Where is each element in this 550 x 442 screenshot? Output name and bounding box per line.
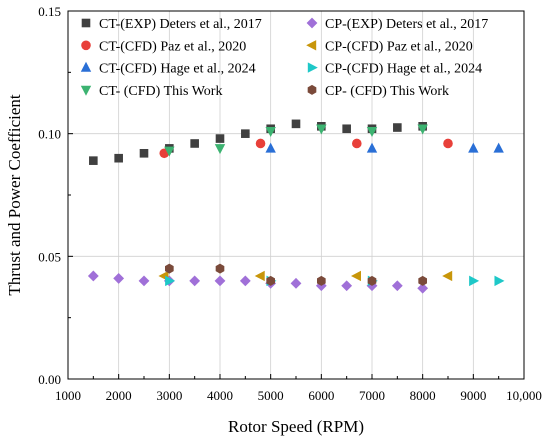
- legend-label: CT-(EXP) Deters et al., 2017: [99, 17, 262, 32]
- series-2: [159, 138, 453, 159]
- data-point: [493, 142, 504, 153]
- series-4: [164, 124, 428, 157]
- data-point: [114, 153, 123, 163]
- legend: CT-(EXP) Deters et al., 2017 CT-(CFD) Paz…: [80, 17, 488, 99]
- legend-marker: [306, 40, 317, 51]
- data-point: [367, 275, 377, 286]
- legend-label: CT-(CFD) Hage et al., 2024: [99, 62, 256, 77]
- x-tick-label: 4000: [207, 388, 233, 403]
- legend-item: CP- (CFD) This Work: [307, 84, 449, 99]
- legend-label: CP-(CFD) Hage et al., 2024: [325, 62, 482, 77]
- legend-item: CP-(EXP) Deters et al., 2017: [306, 17, 488, 32]
- x-tick-label: 10,000: [506, 388, 542, 403]
- x-tick-label: 5000: [258, 388, 284, 403]
- legend-marker: [307, 84, 317, 95]
- data-point: [342, 124, 351, 134]
- y-tick-label: 0.10: [38, 127, 61, 142]
- y-tick-label: 0.05: [38, 249, 61, 264]
- data-point: [352, 138, 362, 149]
- data-point: [418, 275, 427, 286]
- data-point: [215, 134, 225, 143]
- data-point: [393, 123, 402, 132]
- data-point: [317, 275, 326, 286]
- data-point: [254, 270, 265, 282]
- legend-item: CT- (CFD) This Work: [80, 84, 222, 99]
- data-point: [316, 124, 327, 135]
- y-axis-label: Thrust and Power Coefficient: [5, 94, 24, 296]
- data-point: [239, 275, 251, 287]
- data-point: [214, 144, 226, 155]
- x-tick-label: 6000: [308, 388, 334, 403]
- series-3: [265, 142, 504, 153]
- data-point: [89, 156, 98, 165]
- axis-ticks: [67, 10, 525, 380]
- data-point: [290, 277, 302, 289]
- x-tick-label: 7000: [359, 388, 385, 403]
- data-point: [366, 127, 378, 138]
- y-tick-label: 0.00: [38, 372, 61, 387]
- x-axis-label: Rotor Speed (RPM): [228, 417, 364, 436]
- legend-item: CT-(CFD) Hage et al., 2024: [80, 61, 256, 77]
- series-5: [87, 270, 429, 294]
- axis-tick-labels: 1000 2000 3000 4000 5000 6000 7000 8000 9000 10,0…: [38, 4, 542, 403]
- data-point: [442, 270, 453, 282]
- legend-label: CP-(CFD) Paz et al., 2020: [325, 39, 473, 54]
- legend-item: CT-(CFD) Paz et al., 2020: [81, 39, 246, 54]
- data-point: [255, 138, 266, 149]
- data-point: [138, 275, 150, 287]
- series-8: [165, 263, 427, 286]
- data-point: [265, 127, 276, 138]
- data-point: [417, 124, 428, 135]
- legend-marker: [81, 40, 91, 51]
- data-point: [215, 263, 225, 274]
- data-point: [165, 275, 176, 287]
- x-tick-label: 1000: [55, 388, 81, 403]
- data-marks: [87, 119, 505, 294]
- series-6: [158, 270, 453, 282]
- data-point: [341, 280, 353, 292]
- legend-item: CT-(EXP) Deters et al., 2017: [81, 17, 262, 32]
- data-point: [351, 270, 361, 282]
- legend-marker: [80, 85, 92, 96]
- data-point: [291, 119, 301, 129]
- legend-marker: [80, 61, 92, 72]
- data-point: [266, 275, 275, 286]
- data-point: [139, 148, 149, 158]
- y-tick-label: 0.15: [38, 4, 61, 19]
- data-point: [468, 142, 479, 153]
- data-point: [87, 270, 99, 282]
- legend-item: CP-(CFD) Hage et al., 2024: [307, 62, 482, 77]
- data-point: [189, 275, 201, 287]
- x-tick-label: 2000: [106, 388, 132, 403]
- legend-marker: [307, 62, 318, 73]
- data-point: [443, 138, 453, 149]
- x-tick-label: 8000: [410, 388, 436, 403]
- data-point: [113, 273, 125, 284]
- x-tick-label: 9000: [460, 388, 486, 403]
- data-point: [214, 275, 226, 287]
- legend-marker: [81, 18, 91, 28]
- data-point: [494, 275, 505, 287]
- legend-label: CP- (CFD) This Work: [325, 84, 449, 99]
- data-point: [391, 280, 403, 292]
- data-point: [265, 142, 276, 153]
- data-point: [241, 129, 250, 138]
- data-point: [190, 139, 199, 148]
- data-point: [165, 263, 174, 274]
- legend-marker: [306, 17, 318, 29]
- legend-label: CT- (CFD) This Work: [99, 84, 222, 99]
- grid: [68, 11, 524, 379]
- data-point: [417, 282, 429, 294]
- data-point: [469, 275, 480, 287]
- legend-label: CP-(EXP) Deters et al., 2017: [325, 17, 488, 32]
- x-tick-label: 3000: [156, 388, 182, 403]
- data-point: [164, 146, 175, 157]
- data-point: [366, 142, 378, 153]
- legend-label: CT-(CFD) Paz et al., 2020: [99, 39, 246, 54]
- legend-item: CP-(CFD) Paz et al., 2020: [306, 39, 473, 54]
